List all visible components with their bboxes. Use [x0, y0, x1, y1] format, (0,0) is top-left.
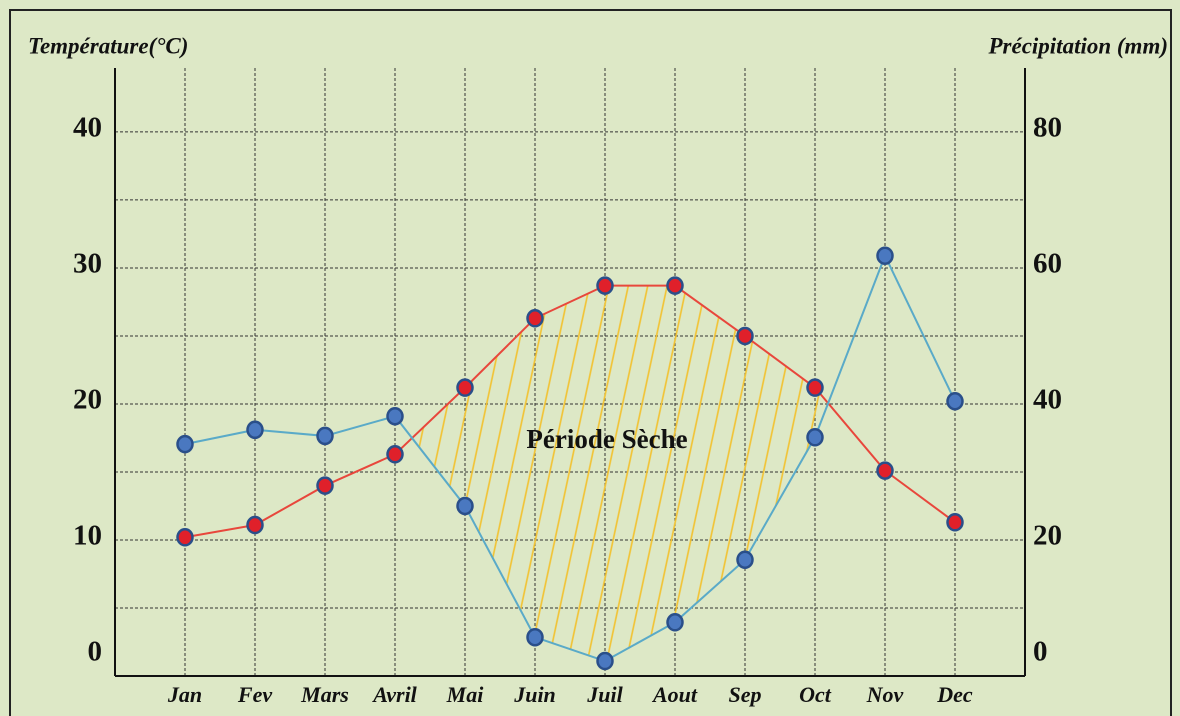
- data-point: [876, 246, 894, 265]
- y-axis-label: Température(°C): [28, 33, 188, 58]
- data-point: [736, 326, 754, 346]
- x-tick-label: Jan: [167, 682, 202, 707]
- data-point: [176, 528, 194, 547]
- data-point: [946, 391, 964, 411]
- data-point: [666, 613, 684, 632]
- data-point: [666, 276, 684, 295]
- y-tick-label: 40: [73, 112, 102, 144]
- annotation: Période Sèche: [526, 424, 687, 454]
- x-tick-label: Aout: [651, 682, 698, 707]
- y2-axis-label: Précipitation (mm): [987, 33, 1168, 58]
- y-tick-label: 20: [73, 384, 102, 416]
- x-tick-label: Juin: [513, 682, 556, 707]
- data-point: [876, 461, 894, 480]
- series-line: [184, 253, 956, 663]
- data-point: [596, 651, 614, 671]
- data-point: [176, 434, 194, 454]
- y2-tick-label: 40: [1033, 384, 1062, 416]
- y2-tick-label: 60: [1033, 248, 1062, 280]
- x-tick-label: Oct: [799, 682, 832, 707]
- y2-tick-label: 80: [1033, 112, 1062, 144]
- x-tick-label: Sep: [729, 682, 762, 707]
- y2-tick-label: 20: [1033, 520, 1062, 552]
- data-point: [246, 420, 264, 440]
- data-point: [596, 276, 614, 295]
- y-tick-label: 0: [88, 636, 103, 668]
- data-point: [456, 378, 474, 397]
- series-line: [184, 284, 956, 539]
- y2-tick-label: 0: [1033, 636, 1048, 668]
- x-tick-label: Mars: [300, 682, 349, 707]
- data-point: [246, 515, 264, 535]
- x-tick-label: Dec: [936, 682, 973, 707]
- y-tick-label: 30: [73, 248, 102, 280]
- data-point: [806, 428, 824, 447]
- x-tick-label: Juil: [586, 682, 623, 707]
- x-tick-label: Nov: [866, 682, 904, 707]
- data-point: [806, 378, 824, 397]
- data-point: [316, 476, 334, 495]
- data-point: [456, 496, 474, 516]
- y-tick-label: 10: [73, 520, 102, 552]
- data-point: [946, 513, 964, 532]
- data-point: [386, 406, 404, 426]
- data-point: [386, 445, 404, 464]
- data-point: [526, 309, 544, 328]
- data-point: [526, 627, 544, 647]
- data-point: [316, 426, 334, 446]
- x-tick-label: Fev: [237, 682, 272, 707]
- x-tick-label: Avril: [371, 682, 417, 707]
- data-point: [736, 550, 754, 569]
- x-tick-label: Mai: [446, 682, 485, 707]
- frame: [9, 9, 1172, 716]
